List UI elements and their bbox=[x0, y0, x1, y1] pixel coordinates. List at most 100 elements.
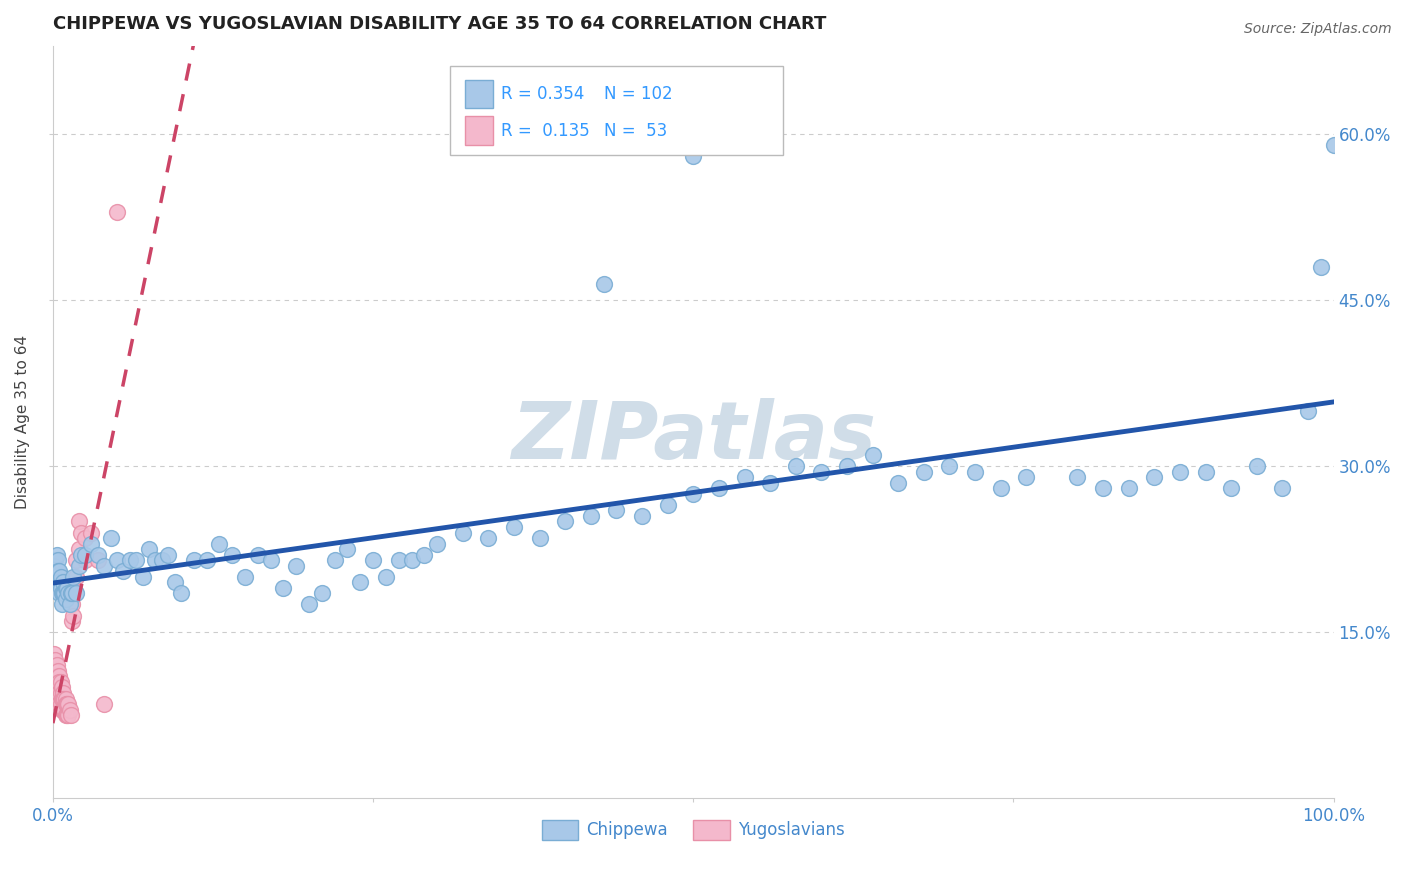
Point bbox=[51, 703, 73, 717]
Point bbox=[58, 697, 80, 711]
Point bbox=[1271, 481, 1294, 495]
Point bbox=[65, 586, 87, 600]
Point bbox=[55, 581, 77, 595]
Point bbox=[45, 681, 67, 695]
Point bbox=[734, 470, 756, 484]
Y-axis label: Disability Age 35 to 64: Disability Age 35 to 64 bbox=[15, 334, 30, 509]
Point bbox=[49, 686, 72, 700]
Point bbox=[67, 558, 90, 573]
Point bbox=[426, 536, 449, 550]
Point bbox=[1296, 404, 1319, 418]
Point bbox=[53, 703, 76, 717]
Point bbox=[49, 675, 72, 690]
Point bbox=[46, 686, 69, 700]
Point bbox=[105, 204, 128, 219]
Point bbox=[56, 708, 79, 723]
Point bbox=[388, 553, 411, 567]
Text: N = 102: N = 102 bbox=[603, 85, 672, 103]
Point bbox=[195, 553, 218, 567]
Point bbox=[682, 487, 704, 501]
Point bbox=[912, 465, 935, 479]
Point bbox=[44, 558, 66, 573]
Point bbox=[529, 531, 551, 545]
Point bbox=[208, 536, 231, 550]
Point bbox=[55, 697, 77, 711]
Point bbox=[145, 553, 167, 567]
Point bbox=[73, 531, 96, 545]
Text: N =  53: N = 53 bbox=[603, 121, 666, 140]
Point bbox=[118, 553, 141, 567]
Point bbox=[55, 691, 77, 706]
Point bbox=[990, 481, 1012, 495]
Point bbox=[51, 681, 73, 695]
Point bbox=[48, 564, 70, 578]
Point bbox=[56, 581, 79, 595]
Point bbox=[87, 553, 110, 567]
Point bbox=[44, 570, 66, 584]
Point bbox=[285, 558, 308, 573]
Text: CHIPPEWA VS YUGOSLAVIAN DISABILITY AGE 35 TO 64 CORRELATION CHART: CHIPPEWA VS YUGOSLAVIAN DISABILITY AGE 3… bbox=[53, 15, 827, 33]
Point bbox=[52, 586, 75, 600]
Point bbox=[657, 498, 679, 512]
Point bbox=[44, 664, 66, 678]
Point bbox=[59, 708, 82, 723]
Point bbox=[1015, 470, 1038, 484]
Point bbox=[105, 553, 128, 567]
Point bbox=[112, 564, 135, 578]
Point bbox=[48, 686, 70, 700]
FancyBboxPatch shape bbox=[465, 116, 494, 145]
Point bbox=[52, 686, 75, 700]
Point bbox=[73, 553, 96, 567]
Point bbox=[62, 570, 84, 584]
Point bbox=[45, 691, 67, 706]
Point bbox=[87, 548, 110, 562]
Point bbox=[53, 586, 76, 600]
Point bbox=[810, 465, 832, 479]
Point bbox=[93, 558, 115, 573]
Point bbox=[835, 459, 858, 474]
Point bbox=[58, 708, 80, 723]
Point bbox=[233, 570, 256, 584]
Point bbox=[65, 570, 87, 584]
Point bbox=[862, 448, 884, 462]
Point bbox=[51, 598, 73, 612]
FancyBboxPatch shape bbox=[450, 66, 783, 155]
Text: ZIPatlas: ZIPatlas bbox=[510, 398, 876, 476]
Point bbox=[55, 591, 77, 606]
Legend: Chippewa, Yugoslavians: Chippewa, Yugoslavians bbox=[534, 814, 852, 847]
Point bbox=[273, 581, 295, 595]
Point bbox=[44, 653, 66, 667]
Point bbox=[48, 669, 70, 683]
Point bbox=[938, 459, 960, 474]
Point bbox=[1246, 459, 1268, 474]
Point bbox=[887, 475, 910, 490]
Point bbox=[45, 564, 67, 578]
Point bbox=[221, 548, 243, 562]
Point bbox=[963, 465, 986, 479]
Point bbox=[70, 525, 93, 540]
Point bbox=[100, 531, 122, 545]
Point bbox=[58, 703, 80, 717]
Point bbox=[150, 553, 173, 567]
Point bbox=[51, 691, 73, 706]
Point bbox=[1323, 138, 1346, 153]
Point bbox=[785, 459, 807, 474]
Point bbox=[163, 575, 186, 590]
Point bbox=[48, 586, 70, 600]
Point bbox=[246, 548, 269, 562]
Point bbox=[49, 570, 72, 584]
Point bbox=[48, 575, 70, 590]
Point bbox=[80, 525, 103, 540]
Point bbox=[1092, 481, 1115, 495]
Point bbox=[52, 703, 75, 717]
Point bbox=[131, 570, 153, 584]
Point bbox=[374, 570, 396, 584]
Point bbox=[1118, 481, 1140, 495]
Point bbox=[45, 658, 67, 673]
Point bbox=[592, 277, 614, 291]
Point bbox=[49, 581, 72, 595]
Point bbox=[605, 503, 627, 517]
Point bbox=[62, 581, 84, 595]
Point bbox=[60, 598, 83, 612]
Point bbox=[336, 542, 359, 557]
